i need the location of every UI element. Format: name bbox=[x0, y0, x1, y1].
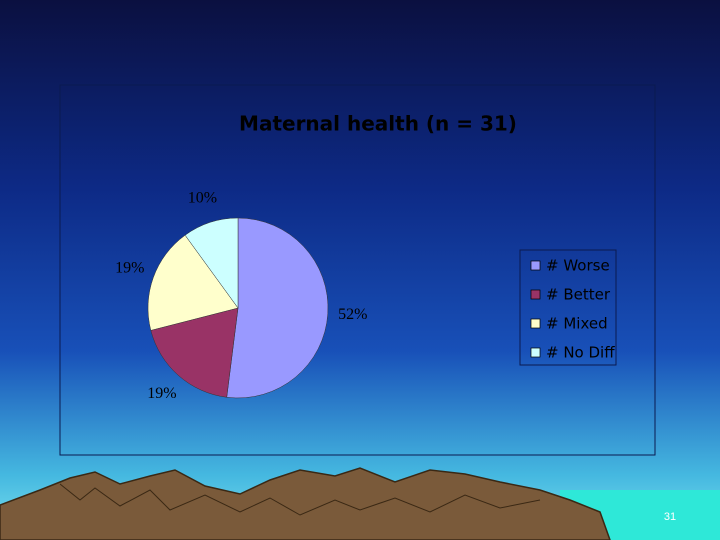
pie-slice bbox=[184, 217, 239, 309]
chart-frame bbox=[59, 84, 656, 456]
mountain-ridges bbox=[59, 483, 541, 516]
legend-label: # Mixed bbox=[546, 315, 608, 333]
legend-label: # Better bbox=[546, 286, 611, 304]
pie-slice bbox=[226, 217, 329, 399]
slide-number: 31 bbox=[664, 511, 676, 523]
legend-swatch bbox=[530, 318, 541, 329]
mountains bbox=[0, 467, 611, 540]
data-label: 10% bbox=[188, 189, 217, 206]
legend-swatch bbox=[530, 260, 541, 271]
legend-box bbox=[519, 249, 617, 366]
pie-slice bbox=[147, 234, 239, 331]
data-label: 19% bbox=[115, 260, 144, 277]
legend-swatch bbox=[530, 289, 541, 300]
chart-title: Maternal health (n = 31) bbox=[239, 112, 517, 136]
data-label: 19% bbox=[147, 385, 176, 402]
legend-label: # No Diff bbox=[546, 344, 615, 362]
legend-label: # Worse bbox=[546, 257, 610, 275]
data-label: 52% bbox=[338, 306, 367, 323]
legend-swatch bbox=[530, 347, 541, 358]
pie-slice bbox=[150, 307, 239, 398]
